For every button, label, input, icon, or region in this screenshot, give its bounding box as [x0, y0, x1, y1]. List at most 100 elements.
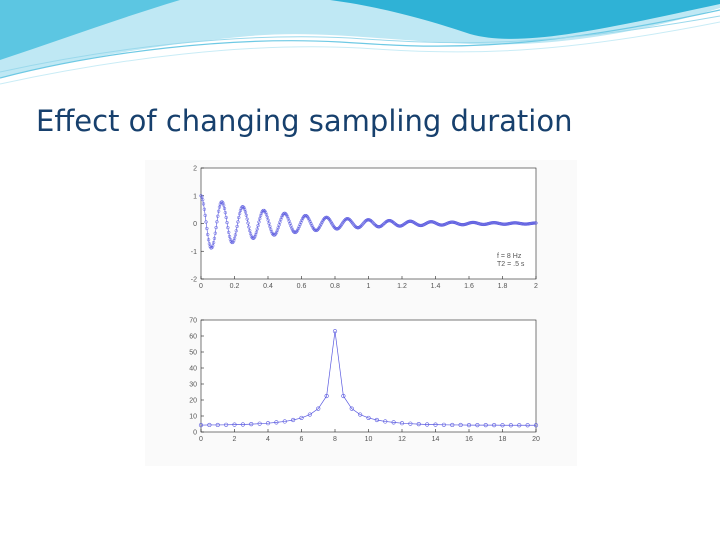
- top-y-tick-label: -2: [191, 277, 197, 284]
- bottom-spectrum-point: [517, 423, 522, 428]
- top-signal-point: [412, 220, 416, 225]
- top-signal-point: [285, 215, 290, 219]
- banner-line-3: [0, 21, 720, 85]
- bottom-y-tick-label: 70: [189, 318, 197, 325]
- banner-wave-dark: [0, 0, 720, 39]
- top-signal-point: [283, 211, 287, 215]
- top-signal-point: [404, 221, 408, 225]
- bottom-spectrum-point: [332, 329, 338, 334]
- bottom-spectrum-point: [341, 393, 346, 399]
- top-signal-point: [202, 207, 207, 211]
- top-signal-point: [215, 220, 219, 224]
- bottom-x-tick-label: 4: [266, 436, 270, 443]
- bottom-spectrum-point: [433, 422, 438, 427]
- top-signal-point: [281, 212, 285, 216]
- bottom-spectrum-point: [316, 406, 321, 411]
- top-signal-point: [223, 211, 227, 215]
- top-signal-point: [237, 212, 242, 216]
- top-signal-point: [274, 232, 278, 236]
- top-y-tick-label: 2: [193, 166, 197, 173]
- top-signal-point: [269, 229, 274, 234]
- bottom-spectrum-point: [207, 422, 212, 428]
- bottom-y-tick-label: 60: [189, 334, 197, 341]
- top-y-tick-label: -1: [191, 249, 197, 256]
- bottom-spectrum-point: [525, 423, 530, 428]
- top-signal-point: [306, 216, 311, 220]
- bottom-spectrum-point: [483, 423, 488, 428]
- bottom-spectrum-point: [408, 421, 413, 426]
- top-signal-point: [308, 220, 312, 224]
- top-signal-point: [318, 224, 322, 228]
- top-signal-point: [247, 225, 251, 229]
- bottom-spectrum-point: [383, 419, 388, 424]
- top-signal-point: [220, 200, 224, 204]
- top-signal-point: [228, 237, 233, 242]
- top-signal-point: [310, 223, 314, 228]
- top-signal-point: [222, 203, 226, 207]
- top-signal-point: [265, 215, 269, 219]
- top-x-tick-label: 2: [534, 283, 538, 290]
- bottom-y-tick-label: 50: [189, 350, 197, 357]
- top-signal-point: [257, 220, 261, 224]
- top-signal-point: [258, 217, 262, 221]
- bottom-plot-spectrum: 0 2 4 6 8 10 12 14 16 18 20 70 60 50 40 30 20 10 0: [189, 318, 540, 444]
- top-x-tick-label: 1.8: [498, 283, 508, 290]
- top-signal-point: [246, 221, 250, 225]
- bottom-x-tick-label: 16: [465, 436, 473, 443]
- top-legend-line: f = 8 Hz: [497, 253, 522, 260]
- top-signal-point: [394, 222, 398, 227]
- top-x-tick-label: 0.2: [230, 283, 240, 290]
- top-y-tick-label: 1: [193, 193, 197, 200]
- top-signal-point: [302, 214, 306, 218]
- banner-line-2: [0, 15, 720, 73]
- top-signal-point: [262, 208, 266, 213]
- top-signal-point: [305, 214, 309, 218]
- top-signal-point: [360, 223, 364, 227]
- top-signal-point: [297, 224, 301, 229]
- top-signal-point: [362, 221, 366, 225]
- top-signal-point: [210, 245, 214, 250]
- top-signal-point: [294, 230, 298, 234]
- top-signal-point: [315, 228, 319, 232]
- top-signal-point: [201, 202, 206, 206]
- bottom-spectrum-point: [257, 421, 262, 426]
- bottom-spectrum-point: [324, 393, 329, 399]
- bottom-x-tick-label: 20: [532, 436, 540, 443]
- banner-wave-mid: [0, 0, 180, 60]
- top-signal-point: [216, 214, 220, 218]
- bottom-spectrum-point: [198, 423, 204, 428]
- top-x-tick-label: 1.2: [397, 283, 407, 290]
- top-signal-point: [203, 213, 207, 218]
- top-signal-point: [361, 222, 365, 226]
- bottom-spectrum-point: [240, 422, 245, 427]
- bottom-y-tick-label: 40: [189, 366, 197, 373]
- top-signal-point: [289, 224, 293, 228]
- bottom-spectrum-point: [508, 423, 513, 428]
- bottom-x-tick-label: 10: [365, 436, 373, 443]
- top-signal-point: [274, 230, 279, 234]
- bottom-spectrum-point: [358, 412, 363, 417]
- top-signal-point: [204, 220, 208, 224]
- top-x-tick-label: 1.4: [431, 283, 441, 290]
- top-signal-point: [298, 222, 302, 227]
- top-signal-point: [296, 226, 301, 231]
- bottom-spectrum-point: [399, 421, 405, 426]
- top-signal-point: [316, 228, 320, 232]
- top-signal-point: [211, 241, 216, 245]
- top-plot-signal: 0 0.2 0.4 0.6 0.8 1 1.2 1.4 1.6 1.8 2 2 1 0 -1 -2 f = 8 …: [191, 166, 538, 291]
- top-signal-point: [224, 215, 228, 220]
- bottom-x-tick-label: 2: [233, 436, 237, 443]
- top-y-tick-label: 0: [193, 221, 197, 228]
- top-signal-point: [279, 215, 284, 219]
- top-signal-point: [205, 226, 209, 231]
- header-wave-banner: [0, 0, 720, 85]
- bottom-spectrum-point: [224, 422, 229, 427]
- top-signal-point: [373, 223, 378, 228]
- top-signal-point: [359, 224, 364, 228]
- bottom-x-tick-label: 12: [398, 436, 406, 443]
- bottom-spectrum-point: [265, 421, 271, 426]
- top-signal-point: [352, 223, 356, 227]
- top-signal-point: [337, 225, 342, 230]
- bottom-spectrum-point: [450, 422, 455, 428]
- top-signal-point: [226, 226, 230, 230]
